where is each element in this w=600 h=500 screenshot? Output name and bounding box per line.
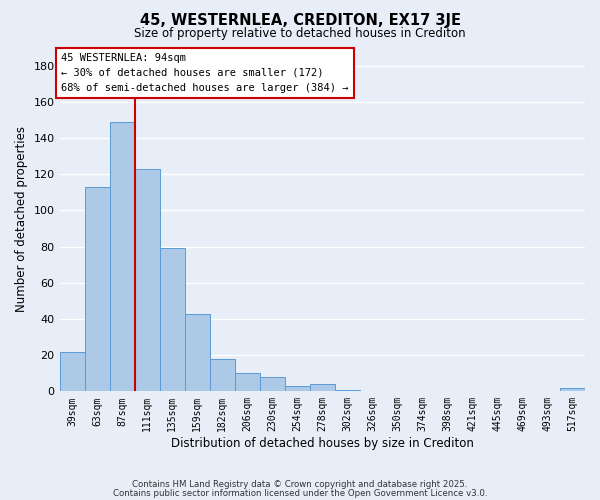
Bar [85,187,110,392]
Bar [285,386,310,392]
Bar [235,373,260,392]
Text: 45, WESTERNLEA, CREDITON, EX17 3JE: 45, WESTERNLEA, CREDITON, EX17 3JE [139,12,461,28]
X-axis label: Distribution of detached houses by size in Crediton: Distribution of detached houses by size … [171,437,474,450]
Bar [310,384,335,392]
Bar [59,352,85,392]
Bar [134,168,160,392]
Text: Size of property relative to detached houses in Crediton: Size of property relative to detached ho… [134,28,466,40]
Bar [260,377,285,392]
Y-axis label: Number of detached properties: Number of detached properties [15,126,28,312]
Bar [160,248,185,392]
Bar [110,122,134,392]
Text: 45 WESTERNLEA: 94sqm
← 30% of detached houses are smaller (172)
68% of semi-deta: 45 WESTERNLEA: 94sqm ← 30% of detached h… [61,53,348,92]
Text: Contains public sector information licensed under the Open Government Licence v3: Contains public sector information licen… [113,488,487,498]
Text: Contains HM Land Registry data © Crown copyright and database right 2025.: Contains HM Land Registry data © Crown c… [132,480,468,489]
Bar [560,388,585,392]
Bar [335,390,360,392]
Bar [209,359,235,392]
Bar [185,314,209,392]
